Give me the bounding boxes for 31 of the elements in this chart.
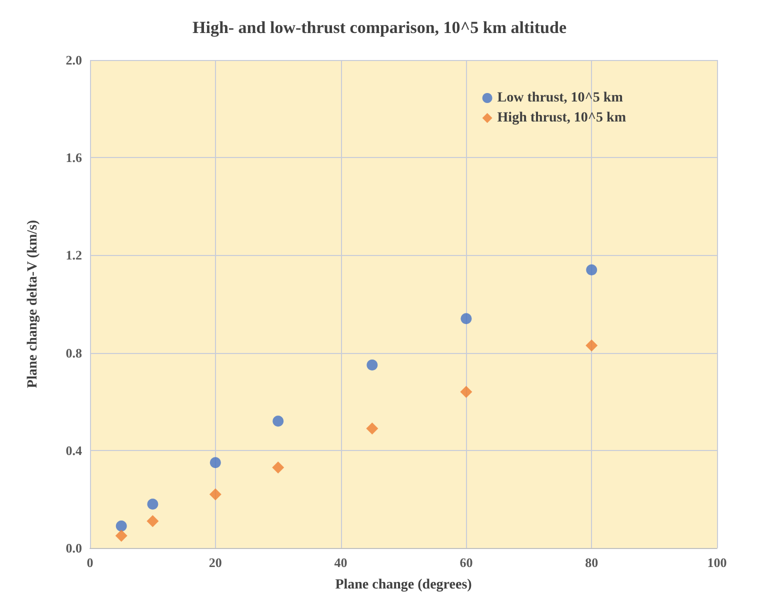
point (115, 530, 128, 542)
y-axis-title: Plane change delta-V (km/s) (26, 220, 40, 388)
point (209, 488, 222, 500)
x-tick-label: 40 (334, 555, 348, 570)
y-tick-label: 0.4 (66, 442, 82, 458)
point (586, 264, 598, 276)
legend-label: High thrust, 10^5 km (497, 110, 626, 126)
point (147, 498, 158, 510)
point (460, 386, 472, 398)
legend-label: Low thrust, 10^5 km (497, 90, 624, 106)
y-tick-label: 0.8 (66, 345, 82, 360)
point (366, 422, 378, 434)
x-tick-label: 20 (208, 555, 222, 570)
point (586, 339, 598, 352)
x-tick-label: 80 (585, 555, 598, 570)
x-axis-title: Plane change (degrees) (335, 578, 472, 592)
point (116, 520, 127, 532)
point (460, 313, 472, 324)
x-tick-label: 60 (460, 555, 473, 570)
y-tick-label: 1.2 (66, 248, 82, 263)
x-tick-label: 100 (707, 555, 727, 570)
y-tick-label: 0.0 (66, 540, 82, 556)
point (272, 461, 284, 474)
point (210, 457, 221, 468)
point (146, 515, 159, 528)
y-tick-label: 2.0 (66, 52, 82, 68)
point (366, 360, 378, 370)
x-tick-label: 0 (86, 555, 94, 570)
y-tick-label: 1.6 (66, 150, 82, 166)
chart-title: High- and low-thrust comparison, 10^5 km altitude (192, 18, 567, 37)
point (272, 416, 284, 427)
